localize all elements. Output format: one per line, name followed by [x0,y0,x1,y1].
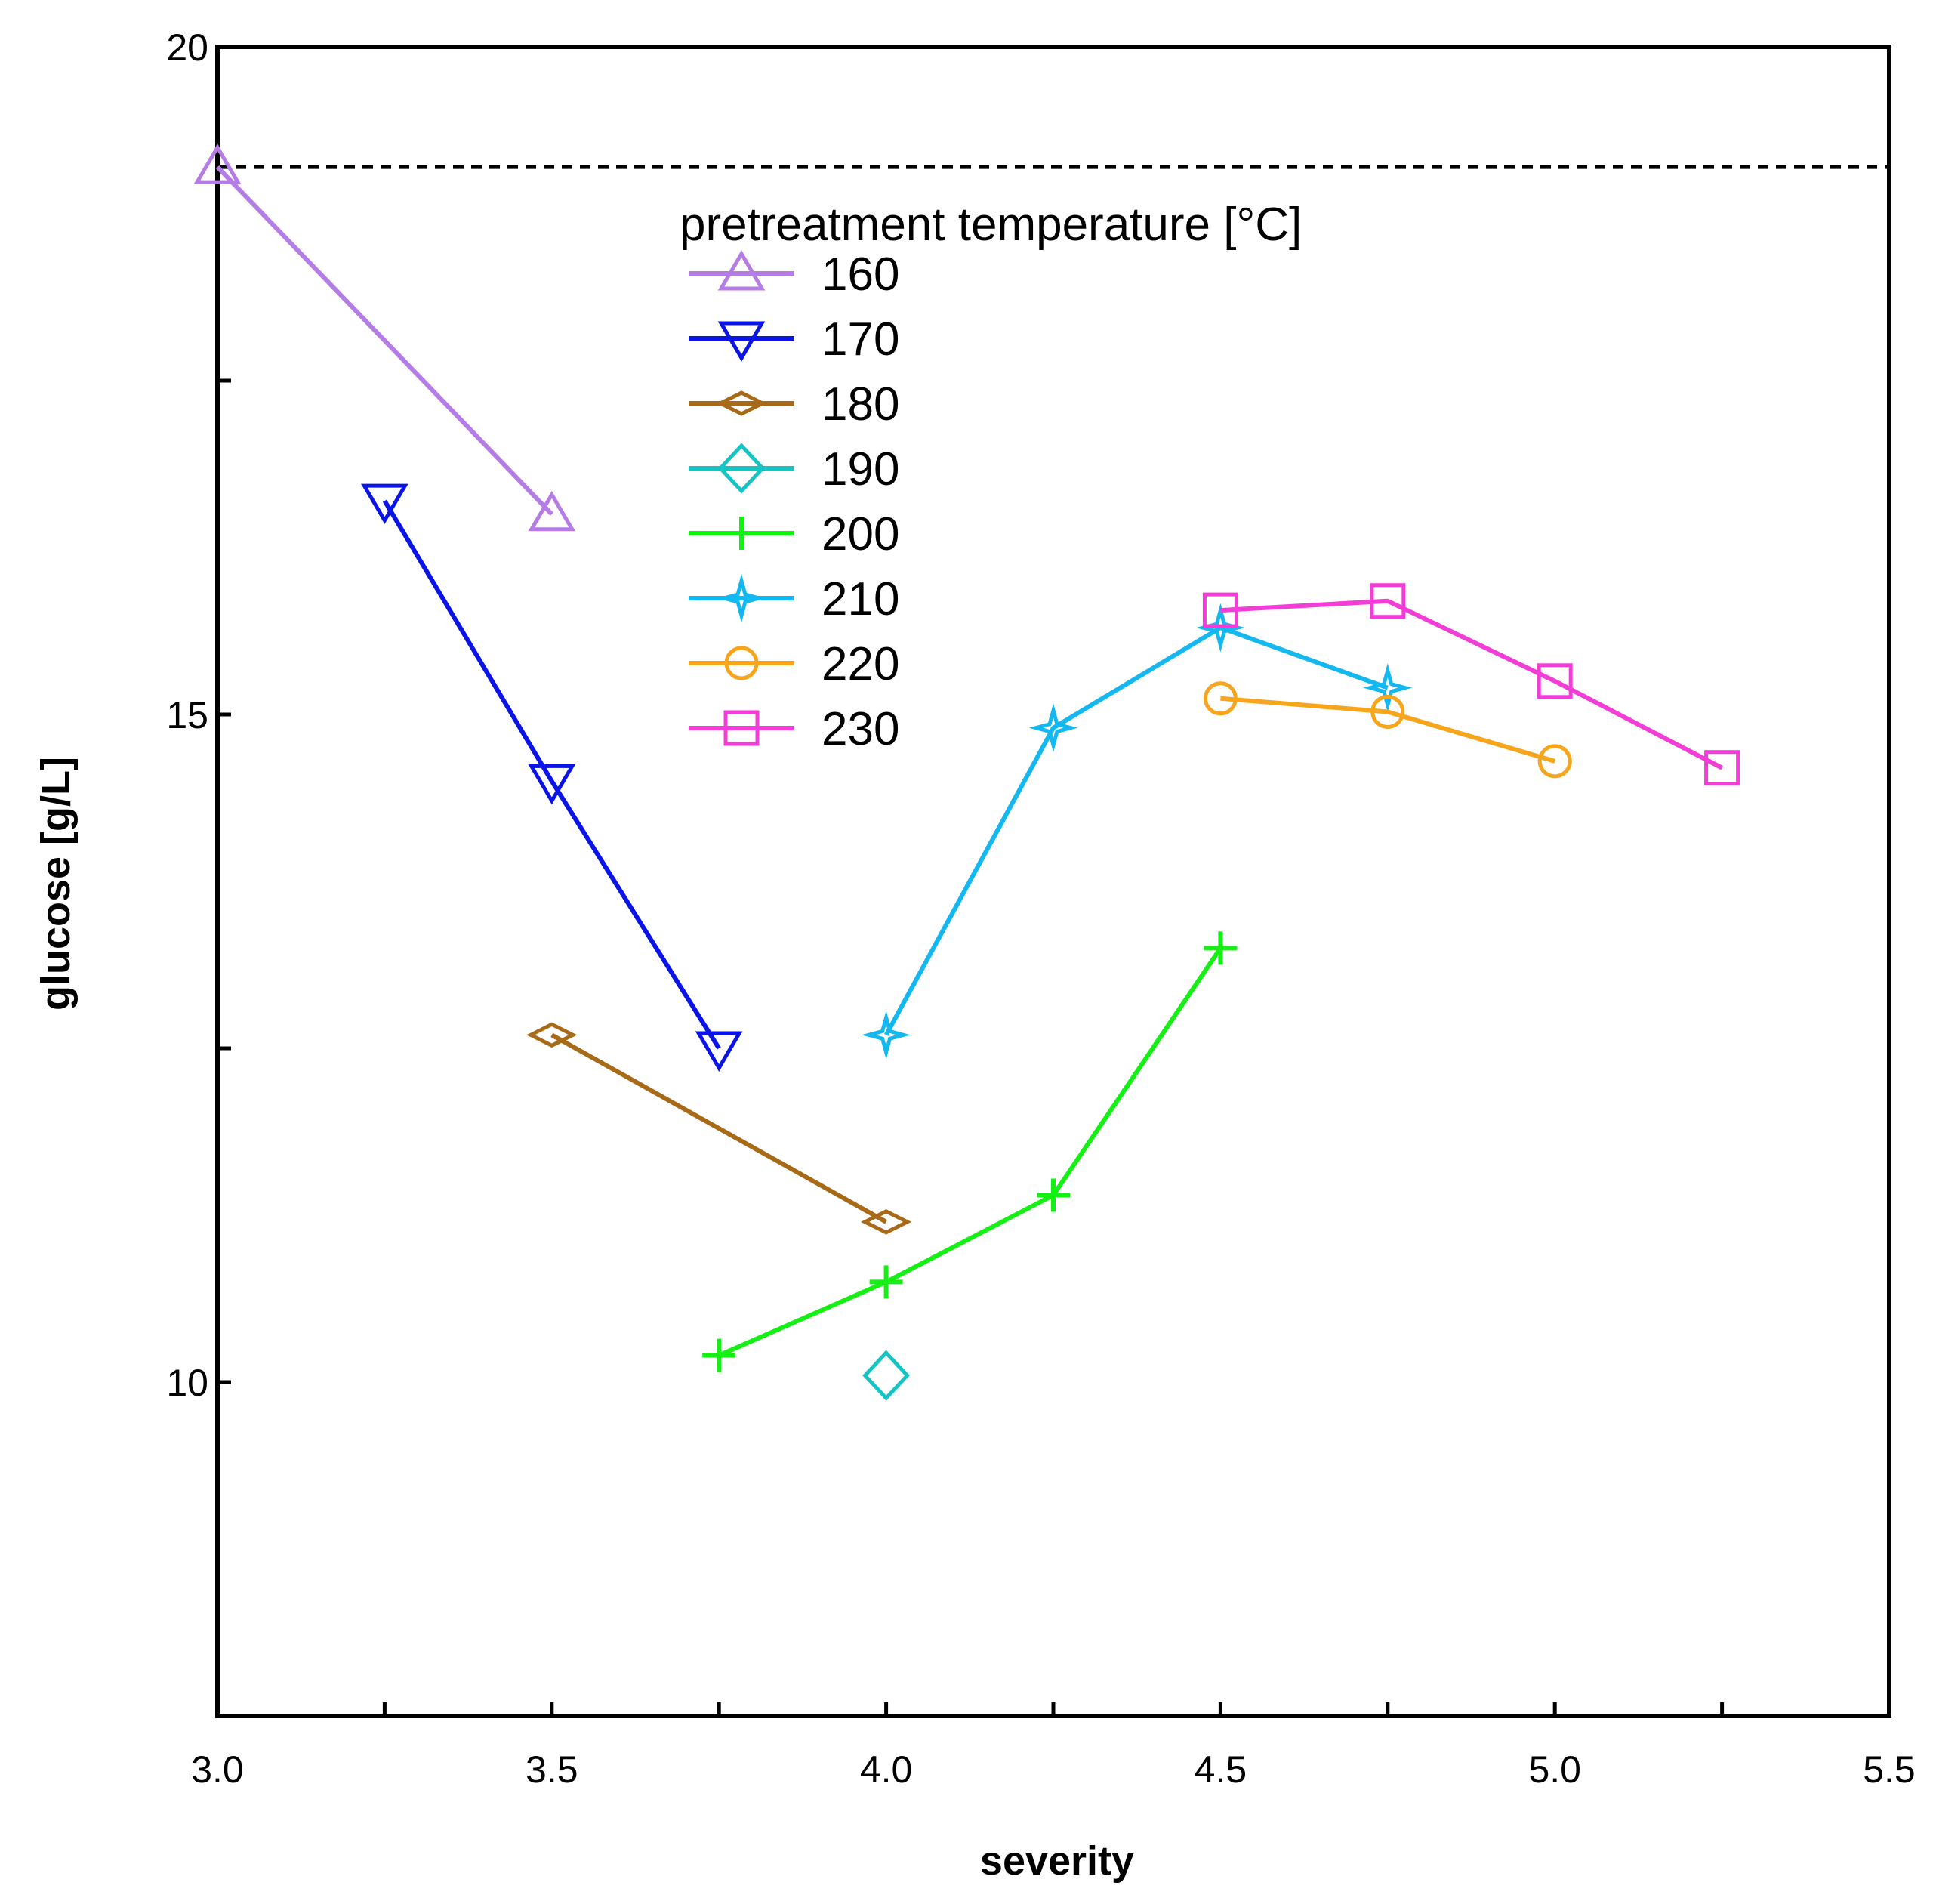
legend-label-190: 190 [822,443,899,495]
series-line-180 [550,1032,888,1224]
series-210 [862,603,1413,1060]
y-tick-label: 10 [166,1362,208,1404]
legend-item-180: 180 [689,378,899,430]
data-point-220 [1370,694,1405,729]
legend-item-200: 200 [689,508,899,560]
series-170 [361,483,743,1072]
plot-area [215,45,1891,1718]
data-point-200 [1037,1178,1070,1212]
series-190 [862,1350,911,1401]
data-point-230 [1537,663,1573,699]
data-point-200 [702,1338,736,1372]
plot-frame [215,45,1891,1718]
series-line-200 [717,946,1222,1358]
axis-ticks: 3.0 3.5 4.0 4.5 5.0 5.5 10 15 20 [166,26,1915,1791]
data-point-180 [861,1209,912,1235]
x-tick-label: 5.0 [1528,1748,1581,1791]
data-point-210 [862,1010,911,1060]
data-point-220 [1203,681,1238,716]
data-point-210 [1363,663,1413,713]
legend-marker-210 [717,573,766,623]
legend: pretreatment temperature [°C] 160 170 180 1… [680,199,1302,755]
y-tick-label: 15 [166,694,208,736]
series-160 [193,143,576,532]
series-220 [1203,681,1572,779]
series-line-230 [1220,598,1723,770]
data-point-170 [361,483,408,525]
series-line-160 [215,165,553,516]
series-230 [1202,583,1740,786]
data-point-160 [193,143,242,184]
legend-label-160: 160 [822,248,899,301]
series-200 [702,931,1238,1372]
x-tick-label: 5.5 [1863,1748,1916,1791]
legend-item-190: 190 [689,443,899,495]
data-point-190 [862,1350,911,1401]
legend-marker-190 [717,443,766,494]
data-point-200 [1204,931,1238,965]
data-point-210 [1028,703,1078,753]
legend-item-210: 210 [689,573,899,625]
series-line-220 [1220,696,1556,764]
legend-label-220: 220 [822,638,899,690]
legend-label-230: 230 [822,703,899,755]
x-tick-label: 3.5 [526,1748,578,1791]
data-point-160 [528,490,576,532]
legend-marker-180 [716,390,767,416]
legend-marker-200 [725,517,758,550]
data-point-180 [526,1022,578,1048]
legend-item-220: 220 [689,638,899,690]
legend-label-180: 180 [822,378,899,430]
legend-marker-230 [723,710,760,746]
y-tick-label: 20 [166,26,208,69]
series-line-170 [382,499,721,1050]
data-point-220 [1537,744,1572,779]
data-point-230 [1370,583,1406,619]
legend-label-200: 200 [822,508,899,560]
series-layer [193,143,1740,1401]
series-180 [526,1022,912,1235]
data-point-230 [1202,592,1238,628]
legend-label-170: 170 [822,313,899,366]
x-axis-title: severity [980,1838,1134,1884]
legend-title: pretreatment temperature [°C] [680,199,1302,251]
y-axis-title: glucose [g/L] [33,757,79,1011]
legend-item-160: 160 [689,248,899,301]
data-point-170 [528,764,576,805]
x-tick-label: 3.0 [191,1748,244,1791]
data-point-170 [695,1031,743,1072]
series-line-210 [883,625,1389,1036]
legend-marker-170 [717,321,766,362]
data-point-230 [1704,750,1740,786]
legend-marker-160 [717,250,766,291]
x-tick-label: 4.5 [1195,1748,1247,1791]
legend-label-210: 210 [822,573,899,625]
legend-item-230: 230 [689,703,899,755]
data-point-200 [869,1265,903,1299]
legend-marker-220 [724,646,759,680]
legend-item-170: 170 [689,313,899,366]
x-tick-label: 4.0 [860,1748,913,1791]
